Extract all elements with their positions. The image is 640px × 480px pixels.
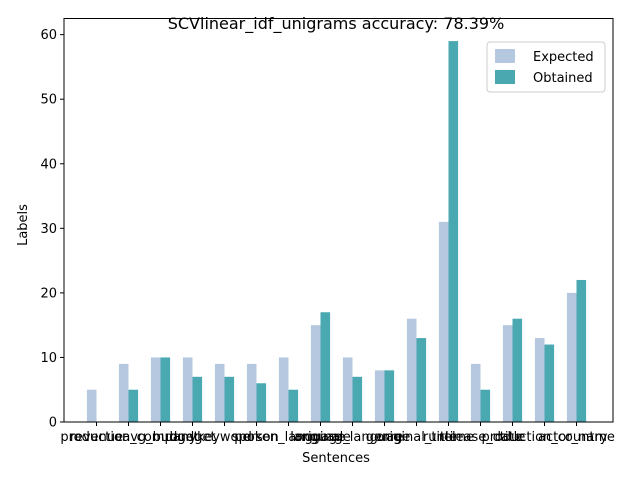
bar-obtained-production-company xyxy=(128,389,139,422)
bar-obtained-original-title xyxy=(416,338,427,422)
x-axis: revenueproduction_companyavg_budgetbudge… xyxy=(60,422,615,445)
x-tick-label-budget: budget xyxy=(169,430,215,445)
bar-expected-budget xyxy=(182,357,193,422)
bar-obtained-release-date xyxy=(480,389,491,422)
bar-obtained-title xyxy=(512,318,523,422)
bar-expected-keyword xyxy=(214,363,225,422)
y-tick-label: 50 xyxy=(40,93,57,108)
bar-obtained-actor-name xyxy=(576,279,587,422)
legend-label-expected: Expected xyxy=(533,50,594,65)
legend-label-obtained: Obtained xyxy=(533,71,593,86)
y-axis-label: Labels xyxy=(16,204,31,246)
x-tick-label-original-title: original_title xyxy=(376,430,457,445)
bar-expected-production-company xyxy=(118,363,129,422)
bar-obtained-budget xyxy=(192,376,203,422)
y-tick-label: 30 xyxy=(40,222,57,237)
x-tick-label-genre: genre xyxy=(366,430,404,445)
x-tick-label-language: language xyxy=(290,430,351,445)
bar-expected-runtime xyxy=(438,221,449,422)
legend-swatch-obtained xyxy=(495,70,515,84)
x-tick-label-release-date: release_date xyxy=(439,430,522,445)
x-axis-label: Sentences xyxy=(302,451,370,466)
bar-obtained-genre xyxy=(384,370,395,422)
plot-area xyxy=(86,41,587,422)
x-tick-label-person: person xyxy=(234,430,279,445)
x-tick-label-title: title xyxy=(500,430,525,445)
x-tick-label-keyword: keyword xyxy=(197,430,252,445)
bar-expected-original-title xyxy=(406,318,417,422)
bar-expected-actor-name xyxy=(566,292,577,422)
bar-expected-production-country xyxy=(534,338,545,422)
legend: Expected Obtained xyxy=(486,41,606,93)
bar-obtained-keyword xyxy=(224,376,235,422)
bar-expected-revenue xyxy=(86,389,97,422)
bar-obtained-avg-budget xyxy=(160,357,171,422)
bar-expected-original-language xyxy=(342,357,353,422)
legend-box xyxy=(486,41,606,93)
bar-obtained-production-country xyxy=(544,344,555,422)
x-tick-label-original-language: original_language xyxy=(295,430,411,445)
bar-expected-genre xyxy=(374,370,385,422)
y-tick-label: 20 xyxy=(40,286,57,301)
bar-expected-title xyxy=(502,325,513,422)
y-tick-label: 0 xyxy=(49,416,57,431)
x-tick-label-avg-budget: avg_budget xyxy=(122,430,199,445)
x-tick-label-production-country: production_country xyxy=(481,430,607,445)
y-tick-label: 60 xyxy=(40,28,57,43)
bar-obtained-person xyxy=(256,383,267,422)
y-tick-label: 10 xyxy=(40,351,57,366)
bar-expected-avg-budget xyxy=(150,357,161,422)
x-tick-label-production-company: production_company xyxy=(60,430,197,445)
bar-obtained-runtime xyxy=(448,41,459,422)
y-axis: 0 10 20 30 40 50 60 xyxy=(40,28,64,431)
x-tick-label-revenue: revenue xyxy=(70,430,123,445)
bar-expected-spoken-language xyxy=(278,357,289,422)
bar-obtained-original-language xyxy=(352,376,363,422)
bar-expected-release-date xyxy=(470,363,481,422)
x-tick-label-spoken-language: spoken_language xyxy=(232,430,345,445)
chart-title: SCVlinear_idf_unigrams accuracy: 78.39% xyxy=(168,14,505,34)
bar-obtained-language xyxy=(320,312,331,422)
x-tick-label-actor-name: actor_name xyxy=(538,430,615,445)
bar-expected-language xyxy=(310,325,321,422)
plot-frame xyxy=(63,18,614,423)
bar-expected-person xyxy=(246,363,257,422)
x-tick-label-runtime: runtime xyxy=(423,430,474,445)
bar-obtained-spoken-language xyxy=(288,389,299,422)
y-tick-label: 40 xyxy=(40,157,57,172)
legend-swatch-expected xyxy=(495,49,515,63)
